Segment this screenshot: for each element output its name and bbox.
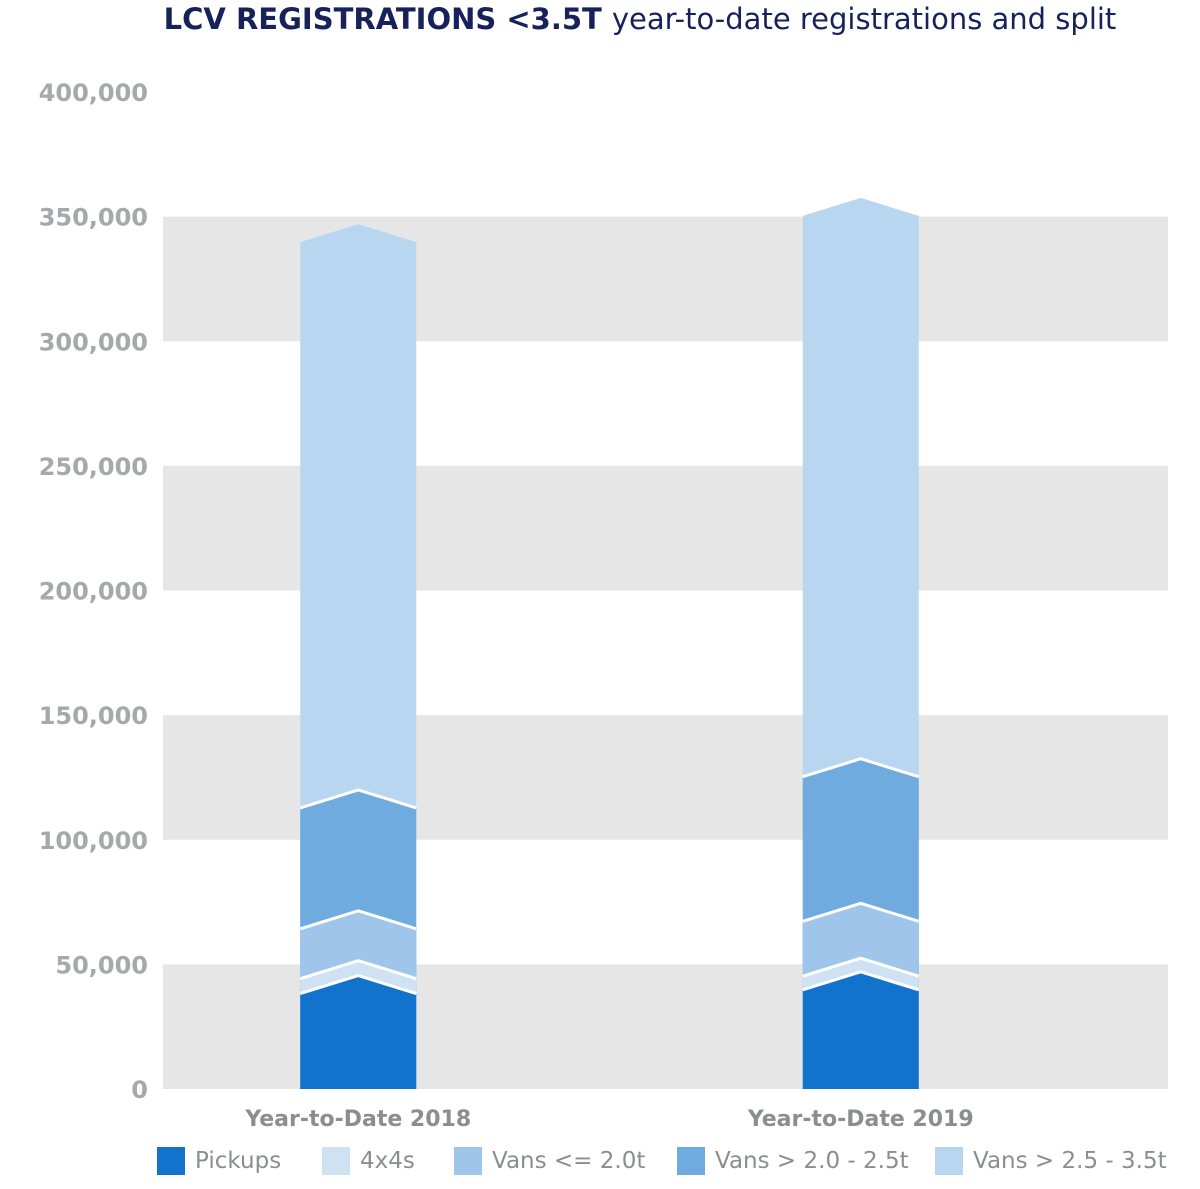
legend-swatch [935,1147,963,1175]
y-tick-label: 400,000 [39,79,148,107]
legend-swatch [454,1147,482,1175]
y-tick-label: 250,000 [39,453,148,481]
bar-segment [300,975,417,1089]
y-tick-label: 150,000 [39,702,148,730]
legend-swatch [157,1147,185,1175]
chart-plot: 0 50,000 100,000 150,000 200,000 250,000 300,0… [39,79,1168,1132]
chart-title-bold: LCV REGISTRATIONS <3.5T [163,2,602,36]
chart-title: LCV REGISTRATIONS <3.5T year-to-date regi… [0,5,1200,34]
legend-item: Vans > 2.0 - 2.5t [677,1145,909,1177]
legend-label: Vans > 2.5 - 3.5t [973,1148,1167,1174]
legend-label: Pickups [195,1148,282,1174]
bar-separator [802,757,920,779]
bar-separator [299,959,417,981]
y-tick-label: 0 [131,1076,148,1104]
bar-separator [802,970,920,992]
legend-label: Vans > 2.0 - 2.5t [715,1148,909,1174]
bars [299,197,920,1090]
y-tick-label: 350,000 [39,204,148,232]
y-tick-label: 200,000 [39,578,148,606]
bar-separator [802,956,920,978]
legend-item: Vans <= 2.0t [454,1145,645,1177]
legend-item: Vans > 2.5 - 3.5t [935,1145,1167,1177]
legend-item: 4x4s [322,1145,415,1177]
y-tick-label: 300,000 [39,328,148,356]
y-tick-label: 100,000 [39,827,148,855]
bar-separator [299,974,417,996]
x-tick-label: Year-to-Date 2019 [747,1107,974,1132]
legend-swatch [677,1147,705,1175]
x-tick-label: Year-to-Date 2018 [244,1107,471,1132]
bar-segment [802,971,919,1089]
legend-label: Vans <= 2.0t [492,1148,646,1174]
bar-separator [299,788,417,810]
legend-swatch [322,1147,350,1175]
bar-separator [299,909,417,931]
legend-item: Pickups [157,1145,281,1177]
chart-title-rest: year-to-date registrations and split [611,2,1117,36]
legend: Pickups 4x4s Vans <= 2.0t Vans > 2.0 - 2.5t… [157,1145,1197,1177]
x-axis-ticks: Year-to-Date 2018 Year-to-Date 2019 [244,1107,973,1132]
y-axis-ticks: 0 50,000 100,000 150,000 200,000 250,000 300,0… [39,79,148,1104]
bar-separator [802,901,920,923]
legend-label: 4x4s [360,1148,415,1174]
y-tick-label: 50,000 [55,951,148,979]
